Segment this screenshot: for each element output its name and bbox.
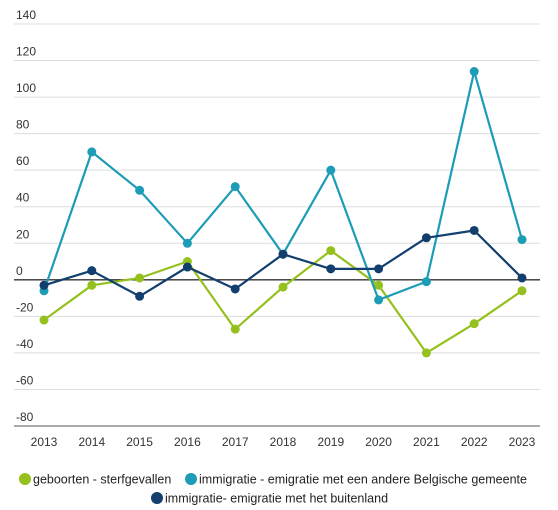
- x-tick-label: 2016: [174, 435, 201, 449]
- x-tick-label: 2014: [78, 435, 105, 449]
- data-point: [39, 315, 49, 325]
- legend-item: geboorten - sterfgevallen: [19, 473, 171, 487]
- y-axis-tick-labels: 140 120 100 80 60 40 20 0 -20 -40 -60 -80: [16, 8, 36, 424]
- data-point: [39, 280, 49, 290]
- y-tick-label: 60: [16, 154, 30, 168]
- data-point: [182, 238, 192, 248]
- y-tick-label: 40: [16, 191, 30, 205]
- grid-lines: [14, 23, 540, 427]
- x-axis-tick-labels: 2013 2014 2015 2016 2017 2018 2019 2020 2021 2022…: [14, 425, 540, 449]
- data-point: [421, 348, 431, 358]
- x-tick-label: 2020: [365, 435, 392, 449]
- data-point: [87, 147, 97, 157]
- y-tick-label: -40: [16, 337, 34, 351]
- data-point: [326, 246, 336, 256]
- data-point: [517, 273, 527, 283]
- data-point: [421, 233, 431, 243]
- data-point: [374, 280, 384, 290]
- legend-marker: [185, 473, 197, 485]
- y-tick-label: -60: [16, 373, 34, 387]
- data-point: [374, 264, 384, 274]
- data-point: [135, 273, 145, 283]
- data-point: [469, 319, 479, 329]
- legend-marker: [19, 473, 31, 485]
- series-line: [43, 249, 523, 354]
- legend-marker: [151, 492, 163, 504]
- series-3: [39, 225, 527, 301]
- data-point: [278, 282, 288, 292]
- x-tick-label: 2021: [413, 435, 440, 449]
- legend: geboorten - sterfgevallen immigratie - em…: [19, 473, 527, 506]
- x-tick-label: 2015: [126, 435, 153, 449]
- legend-label: geboorten - sterfgevallen: [33, 473, 171, 487]
- data-point: [374, 295, 384, 305]
- data-point: [326, 165, 336, 175]
- data-point: [135, 185, 145, 195]
- x-tick-label: 2017: [222, 435, 249, 449]
- series-line: [42, 70, 524, 301]
- data-point: [135, 291, 145, 301]
- x-tick-label: 2022: [461, 435, 488, 449]
- y-tick-label: 80: [16, 118, 30, 132]
- data-point: [87, 280, 97, 290]
- series-2: [39, 67, 527, 305]
- legend-label: immigratie - emigratie met een andere Be…: [199, 473, 527, 487]
- y-tick-label: 100: [16, 81, 36, 95]
- data-point: [469, 67, 479, 77]
- y-tick-label: -80: [16, 410, 34, 424]
- data-point: [326, 264, 336, 274]
- y-tick-label: 140: [16, 8, 36, 22]
- legend-item: immigratie - emigratie met een andere Be…: [185, 473, 527, 487]
- data-point: [517, 286, 527, 296]
- x-tick-label: 2019: [317, 435, 344, 449]
- data-point: [421, 277, 431, 287]
- series-1: [39, 246, 527, 358]
- data-point: [230, 284, 240, 294]
- data-point: [469, 225, 479, 235]
- x-tick-label: 2023: [509, 435, 536, 449]
- data-point: [278, 249, 288, 259]
- data-point: [230, 182, 240, 192]
- x-tick-label: 2013: [31, 435, 58, 449]
- y-tick-label: 20: [16, 227, 30, 241]
- data-point: [182, 262, 192, 272]
- data-point: [230, 324, 240, 334]
- data-point: [517, 235, 527, 245]
- legend-item: immigratie- emigratie met het buitenland: [151, 492, 388, 506]
- legend-label: immigratie- emigratie met het buitenland: [165, 492, 388, 506]
- data-point: [87, 266, 97, 276]
- y-tick-label: 120: [16, 45, 36, 59]
- y-tick-label: 0: [16, 264, 23, 278]
- y-tick-label: -20: [16, 300, 34, 314]
- x-tick-label: 2018: [270, 435, 297, 449]
- series-lines: [39, 67, 527, 358]
